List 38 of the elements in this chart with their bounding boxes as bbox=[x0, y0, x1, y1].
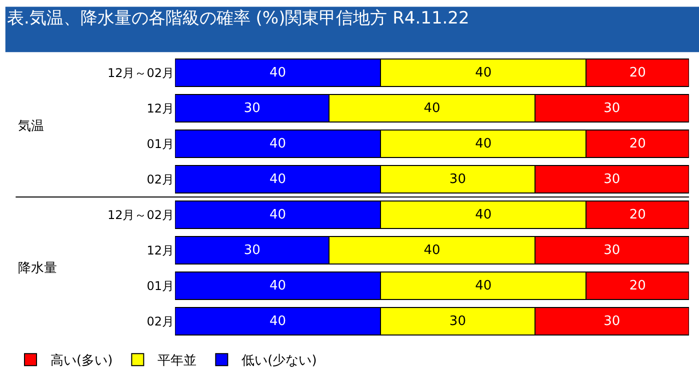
y-tick-label: 12月 bbox=[146, 243, 174, 258]
y-tick-label: 02月 bbox=[146, 314, 174, 328]
data-label: 20 bbox=[629, 207, 646, 222]
y-tick-label: 12月～02月 bbox=[107, 208, 174, 222]
data-label: 40 bbox=[270, 314, 286, 329]
data-label: 30 bbox=[604, 242, 620, 258]
data-label: 20 bbox=[629, 136, 646, 152]
data-label: 30 bbox=[604, 314, 620, 329]
data-label: 40 bbox=[270, 278, 286, 294]
data-label: 40 bbox=[424, 242, 440, 258]
data-label: 30 bbox=[604, 100, 620, 116]
legend-label: 平年並 bbox=[158, 354, 197, 369]
legend-label: 低い(少ない) bbox=[242, 354, 317, 369]
y-tick-label: 12月～02月 bbox=[107, 66, 174, 80]
data-label: 40 bbox=[475, 278, 492, 294]
data-label: 20 bbox=[629, 65, 646, 80]
y-tick-label: 01月 bbox=[146, 278, 174, 293]
data-label: 40 bbox=[475, 65, 492, 80]
text: 気温 bbox=[18, 119, 44, 134]
data-label: 30 bbox=[604, 172, 620, 187]
y-tick-label: 02月 bbox=[146, 172, 174, 186]
data-label: 40 bbox=[270, 136, 286, 152]
data-label: 30 bbox=[244, 242, 260, 258]
data-label: 40 bbox=[424, 100, 440, 116]
data-label: 30 bbox=[449, 172, 466, 187]
data-label: 40 bbox=[475, 136, 492, 152]
text: 降水量 bbox=[18, 261, 57, 276]
y-tick-label: 12月 bbox=[146, 101, 174, 116]
data-label: 40 bbox=[270, 207, 286, 222]
y-tick-label: 01月 bbox=[146, 136, 174, 151]
legend-label: 高い(多い) bbox=[50, 352, 113, 369]
data-label: 20 bbox=[629, 278, 646, 294]
data-label: 30 bbox=[244, 100, 260, 116]
data-label: 40 bbox=[475, 207, 492, 222]
data-label: 30 bbox=[449, 314, 466, 329]
data-label: 40 bbox=[270, 65, 286, 80]
data-label: 40 bbox=[270, 172, 286, 187]
chart-title: 表.気温、降水量の各階級の確率 (%)関東甲信地方 R4.11.22 bbox=[6, 8, 470, 28]
